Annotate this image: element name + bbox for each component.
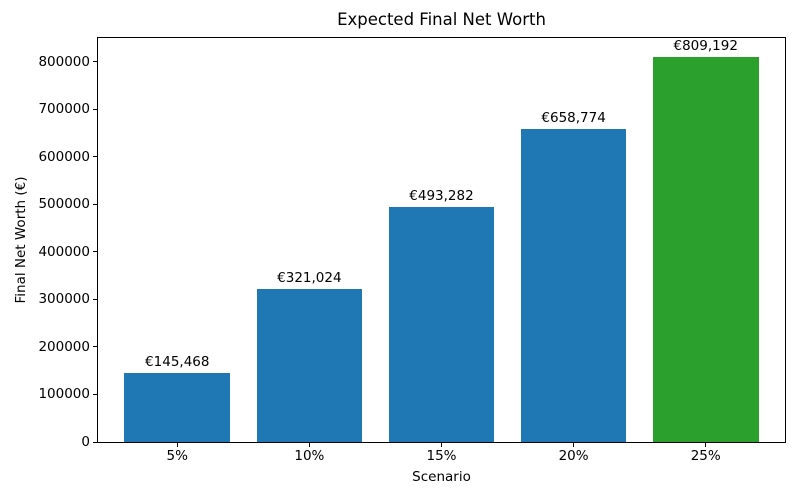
y-tick-mark (93, 346, 97, 348)
y-tick-mark (93, 298, 97, 300)
y-tick-label: 400000 (38, 243, 90, 260)
y-tick-label: 600000 (38, 148, 90, 165)
x-tick-label: 5% (166, 448, 188, 464)
y-tick-label: 300000 (38, 291, 90, 308)
bar-20% (520, 128, 627, 442)
bar-value-label: €145,468 (145, 353, 210, 370)
y-tick-mark (93, 251, 97, 253)
bar-10% (256, 289, 363, 442)
x-tick-label: 15% (426, 448, 457, 464)
x-axis-title: Scenario (412, 469, 471, 485)
x-tick-label: 25% (690, 448, 721, 464)
y-tick-label: 0 (81, 434, 90, 450)
x-tick-mark (176, 443, 178, 447)
y-tick-mark (93, 203, 97, 205)
y-tick-label: 700000 (38, 101, 90, 118)
x-tick-label: 20% (558, 448, 589, 464)
chart-title: Expected Final Net Worth (337, 10, 546, 29)
bar-value-label: €809,192 (673, 38, 738, 55)
y-tick-mark (93, 61, 97, 63)
x-tick-mark (308, 443, 310, 447)
y-tick-label: 200000 (38, 338, 90, 355)
x-tick-mark (705, 443, 707, 447)
bar-value-label: €321,024 (277, 270, 342, 287)
bar-5% (124, 372, 231, 442)
bar-value-label: €493,282 (409, 188, 474, 205)
bar-25% (652, 57, 759, 442)
y-tick-mark (93, 108, 97, 110)
y-tick-label: 500000 (38, 196, 90, 213)
x-tick-mark (441, 443, 442, 447)
y-tick-label: 800000 (38, 53, 90, 70)
bar-15% (388, 207, 495, 442)
y-tick-mark (93, 156, 97, 158)
x-tick-label: 10% (294, 448, 325, 464)
x-tick-mark (573, 443, 575, 447)
bar-value-label: €658,774 (541, 109, 606, 126)
y-tick-label: 100000 (38, 386, 90, 403)
y-tick-mark (93, 441, 97, 443)
y-tick-mark (93, 393, 97, 395)
plot-area (97, 37, 786, 443)
